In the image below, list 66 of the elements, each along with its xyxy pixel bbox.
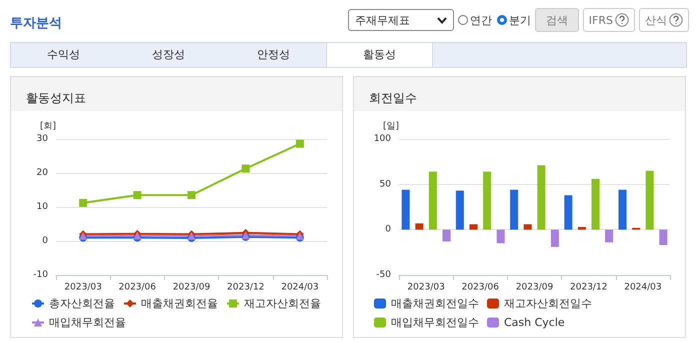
text: 활동성 [326, 43, 433, 67]
bar [646, 170, 654, 230]
bar [402, 190, 410, 230]
chart-title: 회전일수 [369, 91, 417, 105]
x-tick-label: 2023/12 [570, 282, 608, 292]
bar [592, 178, 600, 230]
y-axis-title: [회] [40, 122, 56, 132]
bar [456, 190, 464, 230]
point [242, 164, 250, 173]
bar [524, 224, 532, 230]
legend-label: Cash Cycle [504, 316, 565, 329]
legend-label: 총자산회전율 [49, 297, 115, 310]
point [188, 191, 196, 200]
text: 투자분석 [10, 15, 62, 32]
x-tick-label: 2023/03 [407, 282, 445, 292]
bar [483, 172, 492, 230]
y-tick-label: 50 [380, 179, 392, 190]
x-tick-label: 2023/03 [64, 282, 102, 292]
point [296, 140, 304, 148]
y-axis-title: [일] [382, 122, 399, 132]
y-tick-label: -10 [33, 270, 48, 280]
bar [550, 230, 559, 247]
y-tick-label: 20 [36, 168, 48, 178]
text: 주재무제표 [354, 12, 410, 28]
bar [578, 226, 586, 230]
text: 분기 [508, 12, 531, 28]
legend-label: 매출채권회전일수 [391, 297, 479, 310]
y-tick-label: 100 [374, 134, 392, 144]
y-tick-label: -50 [376, 270, 392, 280]
legend-label: 재고자산회전일수 [504, 297, 592, 310]
text: 검색 [534, 8, 579, 32]
bar [442, 230, 450, 242]
bar [605, 230, 614, 242]
x-tick-label: 2023/09 [172, 282, 210, 292]
bar [428, 172, 437, 230]
bar [659, 230, 668, 246]
text: 산식 [639, 8, 689, 32]
y-tick-label: 0 [385, 224, 392, 235]
x-tick-label: 2024/03 [624, 282, 662, 292]
legend-label: 재고자산회전율 [244, 297, 321, 310]
legend-label: 매입채무회전율 [49, 316, 126, 329]
bar [564, 195, 572, 230]
y-tick-label: 0 [42, 236, 48, 246]
y-tick-label: 30 [36, 134, 48, 144]
text: 연간 [470, 12, 492, 28]
text: 안정성 [256, 47, 291, 63]
bar [537, 165, 546, 230]
point [79, 198, 88, 207]
legend-label: 매출채권회전율 [141, 297, 218, 310]
bar [618, 190, 626, 230]
text: IFRS [582, 8, 635, 32]
bar [496, 230, 505, 244]
x-tick-label: 2023/12 [227, 282, 264, 292]
point [133, 191, 142, 200]
bar [415, 223, 424, 230]
x-tick-label: 2023/06 [118, 282, 156, 292]
bar [510, 190, 518, 230]
x-tick-label: 2023/06 [462, 282, 500, 292]
x-tick-label: 2024/03 [281, 282, 319, 292]
text: 수익성 [46, 47, 81, 63]
legend-label: 매입채무회전일수 [391, 316, 479, 329]
x-tick-label: 2023/09 [516, 282, 554, 292]
y-tick-label: 10 [36, 202, 48, 212]
text: 성장성 [151, 47, 186, 63]
bar [470, 224, 478, 230]
chart-title: 활동성지표 [26, 91, 86, 105]
